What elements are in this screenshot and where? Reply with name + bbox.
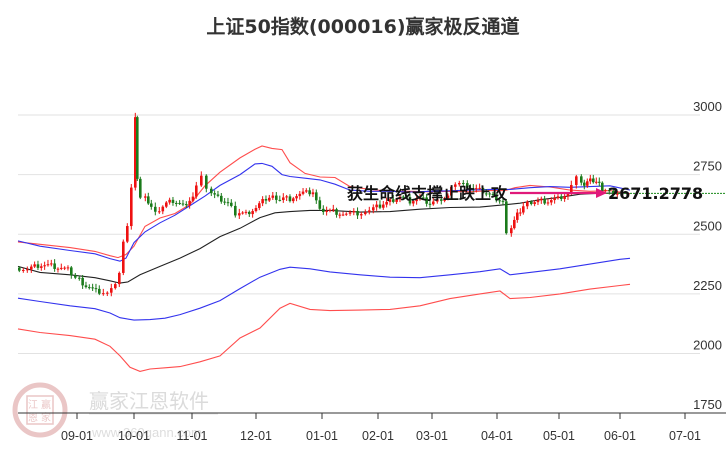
annotation-value: 2671.2778	[608, 184, 703, 203]
y-tick-label: 2000	[693, 338, 722, 353]
watermark-logo-icon	[12, 382, 68, 438]
y-tick-label: 2500	[693, 218, 722, 233]
x-tick-label: 05-01	[543, 429, 575, 443]
y-tick-label: 2250	[693, 278, 722, 293]
y-tick-label: 2750	[693, 159, 722, 174]
x-tick-label: 07-01	[669, 429, 701, 443]
inner-lower-band-line	[17, 257, 631, 321]
x-tick-label: 11-01	[176, 429, 207, 443]
inner-upper-band-line	[17, 162, 631, 262]
svg-text:恩: 恩	[28, 412, 38, 424]
x-tick-label: 04-01	[481, 429, 513, 443]
annotation-text: 获生命线支撑止跌上攻	[347, 184, 508, 203]
svg-text:江: 江	[28, 399, 38, 411]
y-tick-label: 1750	[693, 397, 722, 412]
candlesticks	[18, 112, 619, 297]
svg-text:家: 家	[41, 411, 51, 424]
x-tick-label: 02-01	[362, 429, 394, 443]
outer-lower-band-line	[17, 283, 631, 372]
x-tick-label: 01-01	[306, 429, 338, 443]
x-tick-label: 03-01	[416, 429, 448, 443]
arrow-head-icon	[596, 188, 607, 198]
outer-upper-band-line	[17, 145, 631, 259]
x-tick-label: 10-01	[118, 429, 150, 443]
watermark: 江赢恩 家 赢家江恩软件 www.360gann.com	[12, 382, 218, 440]
watermark-url: www.360gann.com	[91, 425, 202, 440]
x-tick-label: 12-01	[240, 429, 272, 443]
y-tick-label: 3000	[693, 99, 722, 114]
svg-text:赢: 赢	[41, 398, 51, 411]
x-tick-label: 06-01	[604, 429, 636, 443]
chart-title: 上证50指数(000016)赢家极反通道	[206, 16, 520, 38]
x-tick-label: 09-01	[61, 429, 93, 443]
watermark-name: 赢家江恩软件	[89, 389, 209, 413]
